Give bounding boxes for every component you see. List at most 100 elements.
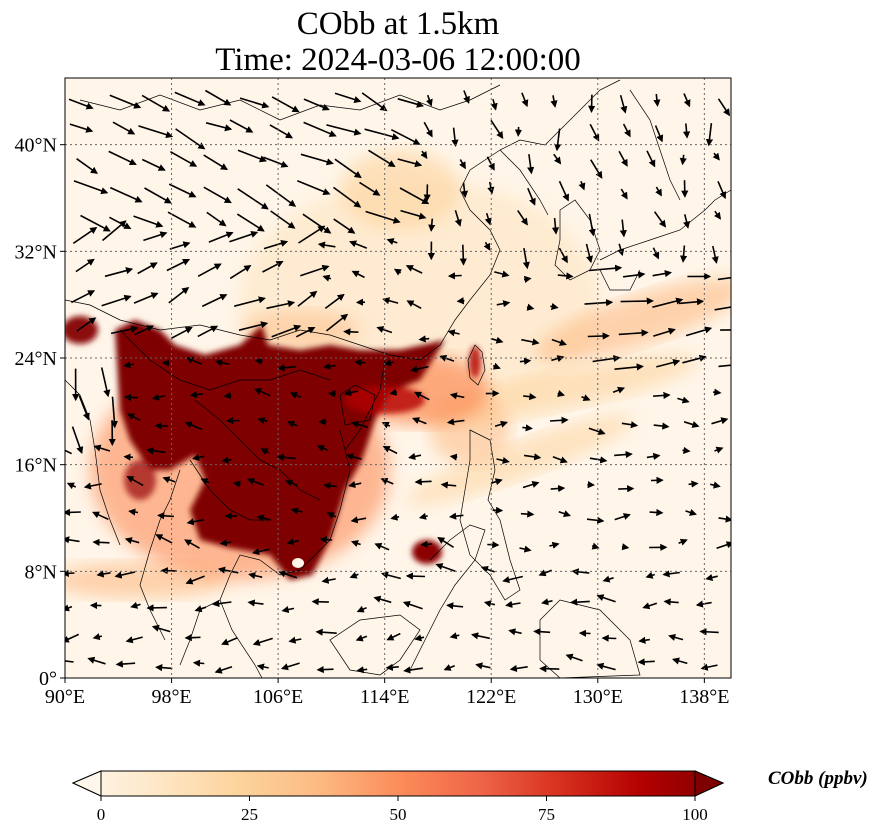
wind-arrow [437, 537, 455, 548]
wind-arrow [302, 213, 332, 234]
wind-arrow [298, 225, 326, 244]
wind-arrow [214, 665, 233, 674]
wind-arrow [281, 606, 295, 614]
wind-arrow [494, 420, 508, 428]
wind-arrow [232, 480, 241, 488]
wind-arrow [65, 633, 80, 643]
wind-arrow [296, 180, 331, 195]
wind-arrow [413, 391, 430, 401]
wind-arrow [138, 125, 174, 139]
wind-arrow [685, 326, 713, 337]
lat-tick-label: 0° [39, 668, 57, 690]
wind-arrow [100, 367, 111, 398]
wind-arrow [618, 150, 628, 167]
wind-arrow [570, 598, 590, 606]
wind-arrow [68, 98, 94, 110]
wind-arrow [487, 541, 500, 549]
wind-arrow [389, 388, 398, 396]
wind-arrow [326, 512, 337, 519]
wind-arrow [71, 290, 96, 304]
wind-arrow [166, 258, 191, 272]
wind-arrow [349, 571, 359, 579]
wind-arrow [381, 421, 391, 429]
wind-arrow [519, 545, 532, 553]
colorbar-tick-label: 100 [682, 805, 708, 824]
wind-arrow [324, 293, 345, 310]
wind-arrow [653, 327, 676, 337]
wind-arrow [390, 128, 421, 145]
wind-arrow [428, 218, 436, 232]
wind-arrow [346, 453, 362, 461]
wind-arrow [214, 359, 230, 367]
wind-arrow [718, 515, 731, 523]
wind-arrow [76, 317, 97, 332]
wind-arrow [586, 516, 605, 524]
wind-arrow [271, 96, 300, 113]
wind-arrow [65, 536, 80, 544]
wind-arrow [221, 456, 232, 464]
wind-arrow [397, 98, 424, 108]
wind-arrow [678, 298, 705, 306]
wind-arrow [557, 272, 574, 280]
wind-arrow [588, 427, 606, 436]
wind-arrow [717, 276, 731, 281]
wind-arrow [712, 152, 720, 161]
wind-arrow [612, 386, 626, 394]
wind-arrow [252, 637, 273, 646]
wind-arrow [490, 98, 498, 111]
wind-arrow [221, 637, 238, 646]
wind-arrow [72, 226, 98, 245]
wind-arrow [414, 478, 432, 486]
wind-arrow [368, 149, 396, 168]
wind-arrow [93, 444, 111, 452]
wind-arrow [278, 570, 298, 579]
lon-tick-label: 106°E [253, 686, 303, 708]
wind-arrow [412, 417, 427, 425]
wind-arrow [354, 358, 366, 366]
wind-arrow [596, 662, 616, 671]
wind-arrow [359, 181, 381, 196]
wind-arrow [92, 538, 110, 546]
wind-arrow [486, 156, 495, 171]
wind-arrow [449, 392, 465, 400]
wind-arrow [653, 93, 661, 107]
wind-arrow [549, 541, 560, 549]
wind-arrow [678, 538, 688, 546]
wind-arrow [682, 123, 691, 139]
wind-arrow [201, 294, 228, 308]
wind-arrow [212, 599, 232, 608]
wind-arrow [614, 513, 631, 521]
wind-arrow [323, 362, 336, 370]
wind-arrow [253, 388, 271, 397]
colorbar-tick-label: 25 [241, 805, 258, 824]
wind-arrow [716, 541, 731, 549]
wind-arrow [203, 186, 232, 204]
wind-arrow [405, 572, 426, 580]
wind-arrow [186, 518, 204, 526]
wind-arrow [126, 413, 141, 422]
wind-arrow [550, 302, 559, 310]
wind-arrow [679, 245, 688, 263]
wind-arrow [622, 271, 646, 279]
wind-arrow [522, 424, 533, 432]
wind-arrow [551, 338, 567, 346]
wind-arrow [168, 183, 197, 198]
wind-arrow [653, 422, 670, 430]
wind-arrow [184, 539, 200, 549]
wind-arrow [197, 263, 222, 278]
wind-arrow [355, 634, 368, 642]
wind-arrow [425, 94, 433, 107]
wind-arrow [637, 658, 655, 666]
wind-arrow [418, 335, 430, 343]
wind-arrow [423, 121, 433, 138]
wind-arrow [414, 634, 425, 642]
wind-arrow [652, 270, 673, 278]
wind-arrow [517, 209, 528, 226]
wind-arrow [443, 664, 455, 671]
wind-arrow [263, 156, 289, 168]
wind-arrow [654, 125, 664, 143]
wind-arrow [649, 508, 664, 517]
wind-arrow [205, 122, 233, 132]
wind-arrow [619, 219, 627, 238]
